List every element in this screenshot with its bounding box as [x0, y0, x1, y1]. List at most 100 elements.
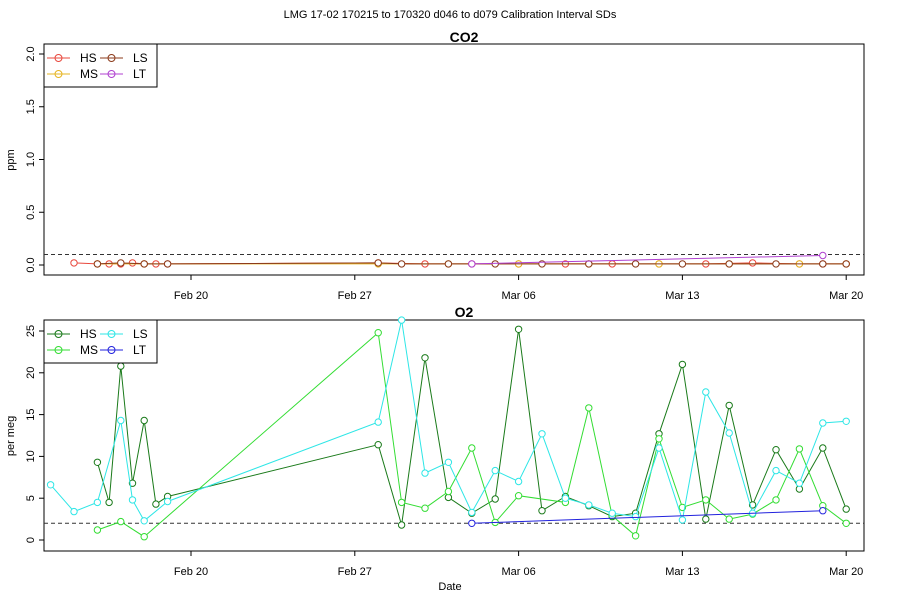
co2-point-ls — [538, 260, 546, 268]
o2-point-ls — [725, 429, 733, 437]
o2-legend-box — [43, 319, 158, 364]
o2-point-ls — [631, 512, 640, 521]
o2-point-ms — [93, 526, 102, 534]
figure-title: LMG 17-02 170215 to 170320 d046 to d079 … — [284, 9, 617, 21]
o2-point-ls — [608, 509, 616, 517]
o2-legend-ms: MS — [47, 343, 98, 357]
co2-legend-ls: LS — [100, 51, 148, 65]
o2-point-ls — [491, 466, 499, 475]
o2-point-ms — [585, 404, 593, 412]
o2-series-line-hs — [96, 329, 847, 526]
o2-point-hs — [421, 354, 429, 362]
o2-point-hs — [842, 505, 850, 513]
co2-point-ls — [585, 260, 593, 268]
co2-ytick-label: 1.5 — [25, 99, 37, 114]
o2-point-ms — [702, 496, 710, 504]
o2-point-ls — [163, 497, 172, 506]
co2-point-ls — [842, 260, 850, 268]
co2-point-ls — [819, 260, 827, 268]
o2-point-lt — [819, 507, 827, 515]
x-axis-label: Date — [438, 581, 461, 593]
o2-title: O2 — [455, 304, 474, 320]
co2-point-ls — [140, 260, 148, 268]
o2-point-ms — [514, 492, 523, 500]
o2-xtick-label: Feb 20 — [174, 566, 208, 578]
co2-legend: HS MS LS LT — [43, 43, 158, 88]
o2-point-ls — [655, 444, 663, 452]
o2-point-ms — [374, 329, 382, 337]
co2-ylabel: ppm — [5, 149, 17, 170]
co2-point-ls — [631, 260, 640, 268]
co2-point-hs — [748, 259, 757, 267]
o2-xtick-label: Feb 27 — [338, 566, 372, 578]
o2-legend-label-hs: HS — [80, 327, 97, 341]
o2-legend-label-lt: LT — [133, 343, 147, 357]
o2-point-hs — [128, 479, 137, 487]
o2-legend-label-ls: LS — [133, 327, 148, 341]
o2-series-line-lt — [471, 510, 823, 524]
co2-ytick-label: 0.5 — [25, 205, 37, 220]
co2-x-axis: Feb 20 Feb 27 Mar 06 Mar 13 Mar 20 — [174, 275, 863, 302]
o2-xtick-label: Mar 20 — [829, 566, 863, 578]
o2-point-hs — [819, 444, 827, 452]
o2-point-ms — [772, 496, 780, 504]
o2-point-hs — [678, 360, 687, 369]
o2-ytick-label: 5 — [25, 495, 37, 501]
o2-series-line-ls — [50, 319, 847, 522]
co2-point-lt — [819, 251, 827, 260]
o2-point-ls — [46, 481, 55, 489]
co2-ytick-label: 2.0 — [25, 46, 37, 61]
o2-point-hs — [117, 362, 125, 370]
o2-point-ms — [655, 435, 663, 443]
o2-point-ls — [819, 419, 827, 427]
co2-point-ls — [163, 260, 172, 268]
co2-point-lt — [468, 260, 476, 268]
co2-point-ls — [725, 260, 733, 268]
co2-point-ls — [374, 259, 382, 267]
co2-point-hs — [70, 259, 78, 267]
co2-point-ls — [117, 259, 125, 267]
o2-point-ls — [140, 517, 148, 525]
co2-xtick-label: Feb 20 — [174, 290, 208, 302]
o2-xtick-label: Mar 06 — [501, 566, 535, 578]
o2-point-hs — [491, 495, 499, 503]
co2-panel: CO2 ppm 0.0 0.5 1.0 1.5 2.0 Feb 20 Feb 27 Mar … — [5, 29, 865, 302]
o2-point-ms — [842, 519, 850, 527]
o2-point-hs — [772, 446, 780, 454]
co2-legend-label-ls: LS — [133, 51, 148, 65]
o2-plot-frame — [43, 319, 865, 552]
o2-point-hs — [140, 416, 148, 425]
o2-point-hs — [725, 401, 733, 410]
o2-legend: HS MS LS LT — [43, 319, 158, 364]
co2-xtick-label: Mar 13 — [665, 290, 699, 302]
o2-point-ls — [468, 508, 476, 517]
o2-point-hs — [514, 325, 523, 333]
o2-ytick-label: 20 — [25, 367, 37, 379]
o2-point-hs — [105, 498, 113, 507]
o2-point-ms — [140, 533, 148, 541]
o2-point-hs — [152, 500, 160, 508]
co2-legend-box — [43, 43, 158, 88]
o2-point-ls — [795, 479, 804, 487]
co2-legend-hs: HS — [47, 51, 97, 65]
co2-ytick-label: 0.0 — [25, 257, 37, 272]
co2-legend-label-lt: LT — [133, 67, 147, 81]
o2-point-ls — [585, 501, 593, 509]
o2-point-lt — [468, 519, 476, 527]
o2-point-ms — [117, 517, 125, 526]
co2-legend-lt: LT — [100, 67, 147, 81]
o2-legend-lt: LT — [100, 343, 147, 357]
o2-point-ls — [538, 430, 546, 438]
o2-point-ms — [468, 444, 476, 452]
co2-xtick-label: Mar 06 — [501, 290, 535, 302]
o2-legend-label-ms: MS — [80, 343, 98, 357]
o2-panel: O2 per meg 0 5 10 15 20 25 Feb 20 Feb 27 Mar 06… — [5, 304, 865, 593]
o2-ytick-label: 15 — [25, 408, 37, 420]
o2-point-ls — [128, 496, 137, 504]
o2-legend-hs: HS — [47, 327, 97, 341]
co2-legend-label-ms: MS — [80, 67, 98, 81]
o2-point-ls — [561, 494, 570, 502]
o2-ylabel: per meg — [5, 416, 17, 456]
co2-point-ls — [444, 260, 453, 268]
